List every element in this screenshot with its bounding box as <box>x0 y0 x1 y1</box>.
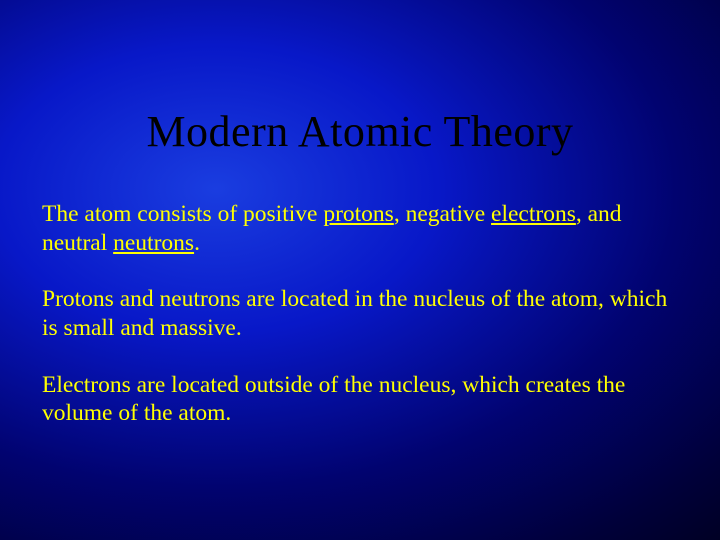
slide: Modern Atomic Theory The atom consists o… <box>0 0 720 540</box>
text-segment: , negative <box>394 201 491 227</box>
underlined-term: neutrons <box>113 230 194 256</box>
text-segment: The atom consists of positive <box>42 201 323 227</box>
paragraph-3: Electrons are located outside of the nuc… <box>42 371 672 428</box>
paragraph-1: The atom consists of positive protons, n… <box>42 200 672 257</box>
text-segment: . <box>194 230 200 256</box>
slide-title: Modern Atomic Theory <box>0 106 720 157</box>
underlined-term: electrons <box>491 201 576 227</box>
text-segment: Protons and neutrons are located in the … <box>42 286 667 341</box>
underlined-term: protons <box>323 201 394 227</box>
text-segment: Electrons are located outside of the nuc… <box>42 372 625 427</box>
paragraph-2: Protons and neutrons are located in the … <box>42 285 672 342</box>
slide-body: The atom consists of positive protons, n… <box>42 200 672 456</box>
